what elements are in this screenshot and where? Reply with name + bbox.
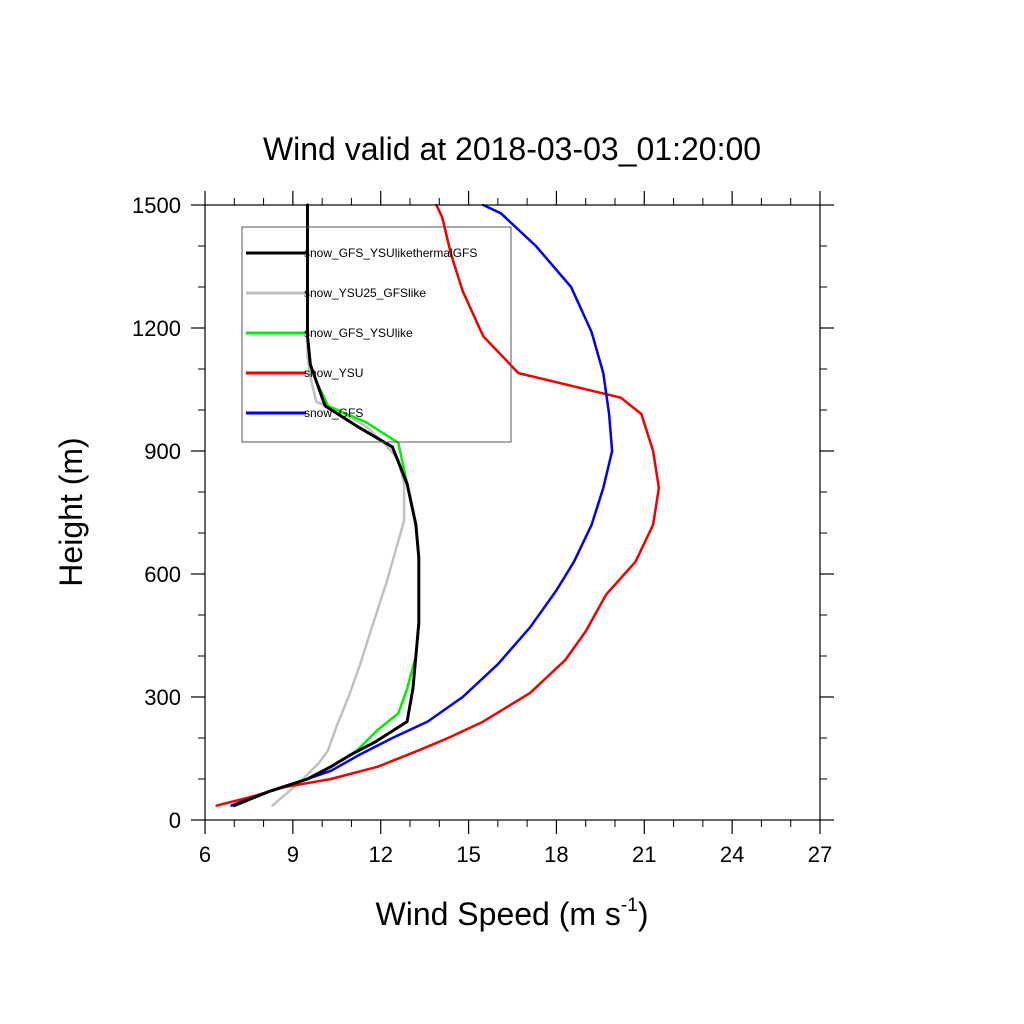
x-tick-label: 27	[808, 842, 832, 867]
chart-title: Wind valid at 2018-03-03_01:20:00	[263, 131, 761, 167]
x-axis-title-superscript: -1	[621, 895, 638, 916]
y-tick-label: 300	[144, 685, 181, 710]
legend-label-snow_YSU: snow_YSU	[304, 366, 363, 380]
series-layer	[215, 203, 661, 808]
x-tick-label: 9	[287, 842, 299, 867]
legend-label-snow_GFS_YSUlike: snow_GFS_YSUlike	[304, 326, 413, 340]
series-line-snow_YSU	[215, 203, 661, 807]
x-axis-title: Wind Speed (m s-1)	[376, 895, 649, 932]
x-axis-title-close: )	[638, 896, 649, 932]
x-tick-label: 21	[632, 842, 656, 867]
x-axis-title-main: Wind Speed (m s	[376, 896, 621, 932]
legend-label-snow_GFS: snow_GFS	[304, 406, 363, 420]
legend: snow_GFS_YSUlikethermalGFS snow_YSU25_GFS…	[241, 226, 512, 443]
legend-box	[241, 226, 512, 443]
x-tick-label: 24	[720, 842, 744, 867]
y-tick-label: 900	[144, 439, 181, 464]
legend-label-snow_GFS_YSUlikethermalGFS: snow_GFS_YSUlikethermalGFS	[304, 246, 477, 260]
legend-label-snow_YSU25_GFSlike: snow_YSU25_GFSlike	[304, 286, 426, 300]
series-line-snow_GFS_YSUlikethermalGFS	[232, 203, 421, 808]
x-tick-label: 18	[544, 842, 568, 867]
y-tick-label: 1500	[132, 193, 181, 218]
x-tick-label: 6	[199, 842, 211, 867]
y-axis-title: Height (m)	[53, 437, 89, 586]
legend-items: snow_GFS_YSUlikethermalGFS snow_YSU25_GFS…	[246, 246, 477, 420]
x-tick-label: 15	[456, 842, 480, 867]
y-tick-label: 0	[169, 808, 181, 833]
series-line-snow_GFS	[230, 203, 614, 807]
y-tick-label: 1200	[132, 316, 181, 341]
y-tick-label: 600	[144, 562, 181, 587]
axes-layer: 6 9 12 15 18 21 24 27 0 300 600 900 1200 1500	[132, 191, 834, 867]
plot-frame	[204, 204, 821, 821]
x-tick-label: 12	[368, 842, 392, 867]
